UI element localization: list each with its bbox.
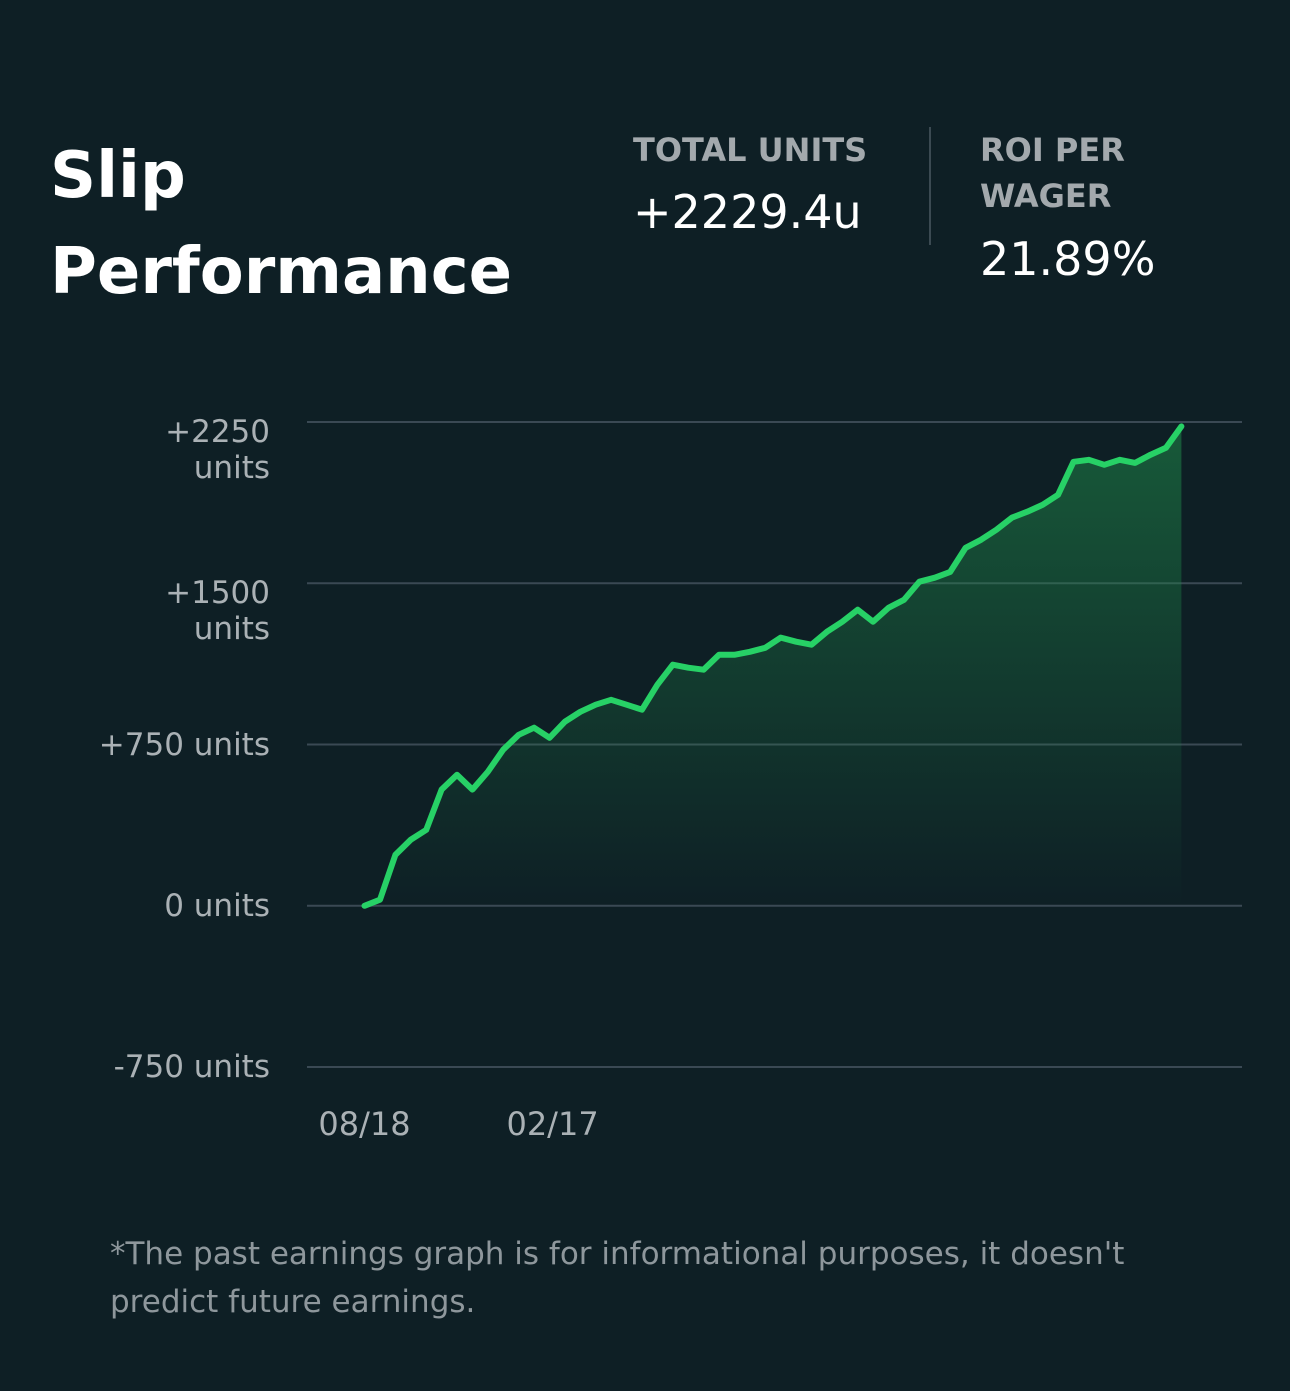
footnote: *The past earnings graph is for informat… xyxy=(110,1236,1125,1320)
area xyxy=(364,426,1182,906)
y-tick-label: +750 units xyxy=(98,726,270,763)
y-tick-label: +1500 units xyxy=(165,575,270,648)
stat-value: 21.89% xyxy=(980,232,1156,286)
stat-value: +2229.4u xyxy=(633,185,862,239)
y-tick-label: +2250 units xyxy=(165,414,270,486)
title: Slip Performance xyxy=(50,139,513,309)
divider xyxy=(929,127,931,245)
y-tick-label: -750 units xyxy=(113,1049,270,1085)
stat-label: ROI PER WAGER xyxy=(980,131,1125,215)
stat-label: TOTAL UNITS xyxy=(633,131,868,169)
x-tick-label: 02/17 xyxy=(506,1105,598,1143)
line xyxy=(361,423,1185,909)
x-tick-label: 08/18 xyxy=(318,1105,410,1143)
y-tick-label: 0 units xyxy=(164,887,270,924)
